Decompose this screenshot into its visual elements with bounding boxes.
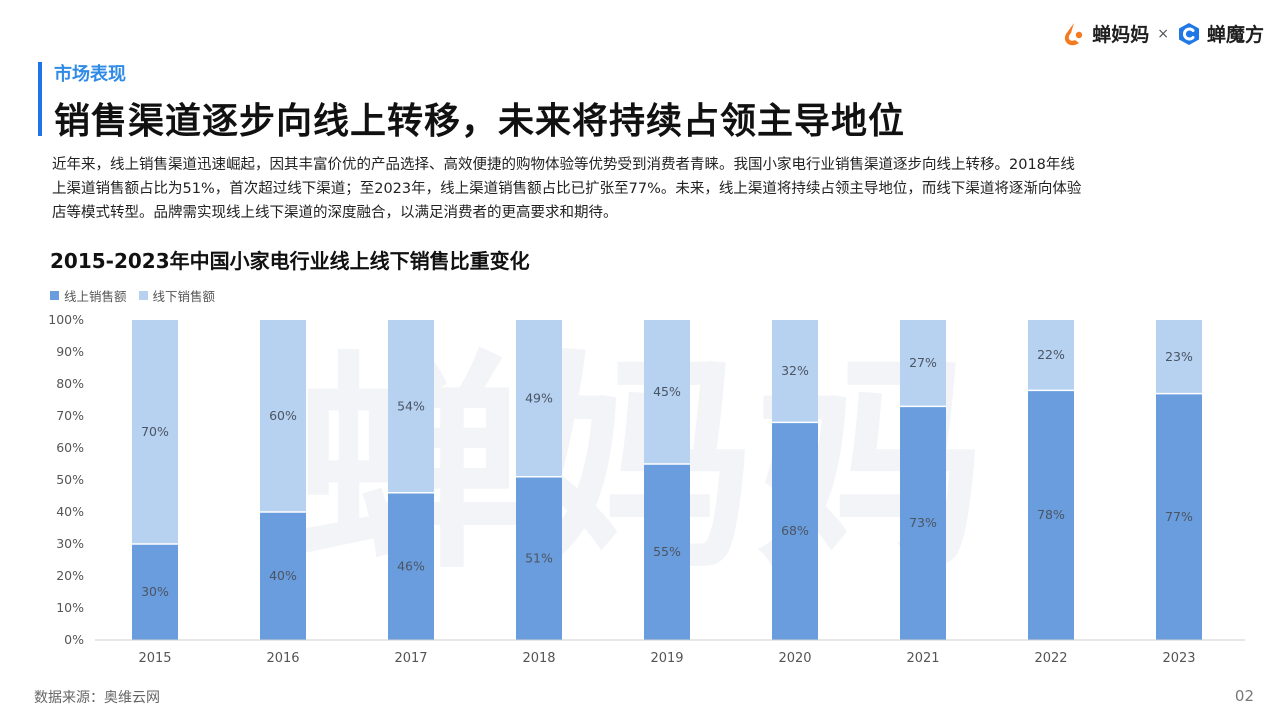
bar-offline (772, 320, 818, 423)
intro-line: 上渠道销售额占比为51%，首次超过线下渠道；至2023年，线上渠道销售额占比已扩… (52, 181, 1082, 197)
intro-line: 店等模式转型。品牌需实现线上线下渠道的深度融合，以满足消费者的更高要求和期待。 (52, 205, 618, 221)
page-number: 02 (1234, 687, 1254, 705)
legend-swatch-offline (138, 291, 148, 300)
brand-logos: 蝉妈妈 × 蝉魔方 (1060, 20, 1264, 47)
legend-item-offline: 线下销售额 (138, 286, 216, 305)
bar-value-label: 45% (653, 384, 681, 399)
bar-offline (644, 320, 690, 464)
bar-online (1156, 393, 1202, 640)
y-tick-label: 70% (56, 408, 84, 423)
bar-value-label: 78% (1037, 507, 1065, 522)
bar-online (516, 476, 562, 640)
y-tick-label: 10% (56, 600, 84, 615)
bar-value-label: 46% (397, 558, 425, 573)
bar-value-label: 27% (909, 355, 937, 370)
chart-legend: 线上销售额 线下销售额 (50, 286, 215, 305)
page-title: 销售渠道逐步向线上转移，未来将持续占领主导地位 (54, 101, 906, 142)
bars: 30% 70% 40% 60% 46% 54% 51% 49% 55% 45% 68% 32% 73% 2… (132, 320, 1202, 640)
x-axis: 2015 2016 2017 2018 2019 2020 2021 2022 2023 (95, 639, 1245, 666)
bar-value-label: 40% (269, 568, 297, 583)
x-tick-label: 2022 (1034, 651, 1067, 666)
x-tick-label: 2016 (266, 651, 299, 666)
brand-name-b: 蝉魔方 (1206, 24, 1264, 46)
legend-item-online: 线上销售额 (50, 286, 127, 305)
bar-value-label: 77% (1165, 509, 1193, 524)
bar-value-label: 68% (781, 523, 809, 538)
x-tick-label: 2017 (394, 651, 427, 666)
bar-offline (900, 320, 946, 407)
bar-online (1028, 390, 1074, 640)
bar-value-label: 54% (397, 398, 425, 413)
y-tick-label: 100% (48, 312, 84, 327)
legend-label-offline: 线下销售额 (152, 289, 216, 304)
bar-online (900, 406, 946, 640)
bar-value-label: 55% (653, 544, 681, 559)
stacked-bar-chart: 蝉妈妈 0%10%20%30%40%50%60%70%80%90%100% 30… (48, 312, 1245, 666)
x-tick-label: 2023 (1162, 651, 1195, 666)
bar-offline (260, 320, 306, 512)
bar-value-label: 23% (1165, 349, 1193, 364)
y-tick-label: 50% (56, 472, 84, 487)
y-tick-label: 20% (56, 568, 84, 583)
legend-label-online: 线上销售额 (64, 289, 127, 304)
chanmama-logo-icon (1065, 22, 1083, 45)
bar-value-label: 73% (909, 515, 937, 530)
bar-offline (132, 320, 178, 544)
y-tick-label: 30% (56, 536, 84, 551)
x-tick-label: 2019 (650, 651, 683, 666)
bar-online (388, 492, 434, 640)
bar-value-label: 30% (141, 584, 169, 599)
bar-value-label: 22% (1037, 347, 1065, 362)
bar-offline (388, 320, 434, 493)
bar-offline (516, 320, 562, 477)
brand-separator: × (1157, 25, 1169, 42)
y-tick-label: 90% (56, 344, 84, 359)
bar-offline (1156, 320, 1202, 394)
x-tick-label: 2020 (778, 651, 811, 666)
bar-online (132, 544, 178, 640)
bar-value-label: 32% (781, 363, 809, 378)
y-tick-label: 60% (56, 440, 84, 455)
x-tick-label: 2018 (522, 651, 555, 666)
bar-online (260, 512, 306, 640)
y-tick-label: 0% (64, 632, 84, 647)
y-tick-label: 40% (56, 504, 84, 519)
legend-swatch-online (50, 291, 59, 300)
bar-value-label: 51% (525, 550, 553, 565)
bar-value-label: 60% (269, 408, 297, 423)
intro-line: 近年来，线上销售渠道迅速崛起，因其丰富价优的产品选择、高效便捷的购物体验等优势受… (52, 157, 1075, 173)
brand-name-a: 蝉妈妈 (1092, 24, 1150, 46)
section-accent-bar (38, 62, 42, 136)
bar-value-label: 70% (141, 424, 169, 439)
bar-value-label: 49% (525, 390, 553, 405)
chart-title: 2015-2023年中国小家电行业线上线下销售比重变化 (50, 249, 530, 273)
bar-offline (1028, 320, 1074, 391)
x-tick-label: 2015 (138, 651, 171, 666)
chanmofang-logo-icon (1178, 22, 1199, 45)
bar-online (772, 422, 818, 640)
data-source: 数据来源：奥维云网 (34, 690, 160, 706)
x-tick-label: 2021 (906, 651, 939, 666)
intro-paragraph: 近年来，线上销售渠道迅速崛起，因其丰富价优的产品选择、高效便捷的购物体验等优势受… (52, 153, 1232, 225)
y-axis: 0% 10% 20% 30% 40% 50% 60% 70% 80% 90% 100% (48, 312, 84, 647)
bar-online (644, 464, 690, 640)
y-tick-label: 80% (56, 376, 84, 391)
section-label: 市场表现 (54, 64, 126, 85)
